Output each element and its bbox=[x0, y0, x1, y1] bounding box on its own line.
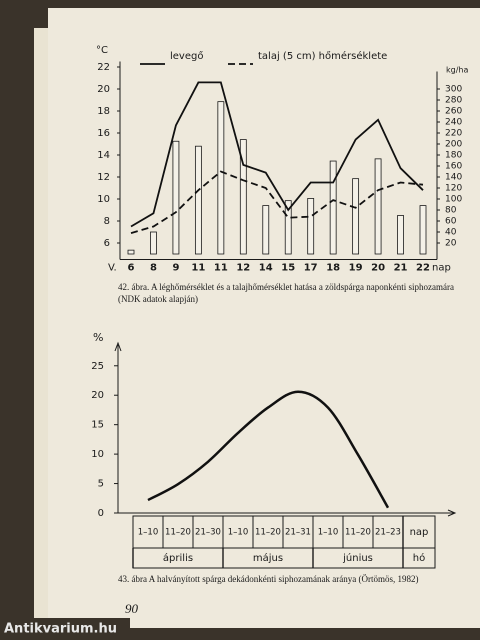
y2-tick-label: 120 bbox=[445, 184, 462, 194]
x-tick-label: 6 bbox=[128, 263, 135, 274]
y2-tick-label: 60 bbox=[445, 217, 457, 227]
x-tick-label: 19 bbox=[349, 263, 363, 274]
y2-tick-label: 160 bbox=[445, 162, 462, 172]
caption-line: (NDK adatok alapján) bbox=[118, 294, 198, 304]
x-tick-label: 15 bbox=[281, 263, 295, 274]
x-tick-label: 11 bbox=[214, 263, 228, 274]
x-tick-label: 1–10 bbox=[318, 528, 338, 538]
x-start-label: V. bbox=[108, 263, 117, 274]
y2-tick-label: 80 bbox=[445, 206, 457, 216]
x-tick-label: 17 bbox=[304, 263, 318, 274]
y-axis-label: % bbox=[93, 331, 103, 344]
x-tick-label: 18 bbox=[326, 263, 340, 274]
y2-axis-label: kg/ha bbox=[446, 66, 468, 75]
watermark: Antikvarium.hu bbox=[4, 622, 117, 637]
month-label: június bbox=[342, 552, 373, 564]
bar bbox=[239, 139, 247, 255]
y-tick-label: 22 bbox=[97, 62, 110, 73]
y2-tick-label: 220 bbox=[445, 129, 462, 139]
y-axis-arrow bbox=[114, 341, 122, 352]
line-series bbox=[130, 170, 424, 234]
y-tick-label: 15 bbox=[91, 420, 104, 431]
caption-line: 43. ábra A halványított spárga dekádonké… bbox=[118, 574, 419, 584]
x-tick-label: 14 bbox=[259, 263, 273, 274]
x-tick-label: 11–20 bbox=[345, 528, 371, 538]
caption-line: 42. ábra. A léghőmérséklet és a talajhőm… bbox=[118, 282, 454, 292]
y2-tick-label: 20 bbox=[445, 239, 457, 249]
x-tick-label: 8 bbox=[150, 263, 157, 274]
row-label: hó bbox=[413, 552, 425, 564]
bar bbox=[307, 198, 315, 255]
x-axis-arrow bbox=[447, 509, 457, 517]
y2-tick-label: 180 bbox=[445, 151, 462, 161]
x-tick-label: 12 bbox=[236, 263, 250, 274]
x-tick-label: 1–10 bbox=[138, 528, 158, 538]
y2-tick-label: 280 bbox=[445, 96, 462, 106]
y2-tick-label: 260 bbox=[445, 107, 462, 117]
y-tick-label: 14 bbox=[97, 150, 110, 161]
caption: 42. ábra. A léghőmérséklet és a talajhőm… bbox=[118, 282, 454, 304]
line-series bbox=[147, 390, 390, 509]
y2-tick-label: 100 bbox=[445, 195, 462, 205]
legend-label: talaj (5 cm) hőmérséklete bbox=[258, 50, 387, 62]
x-tick-label: 9 bbox=[172, 263, 179, 274]
bar bbox=[262, 205, 270, 255]
y-tick-label: 20 bbox=[91, 390, 104, 401]
x-tick-label: 21–23 bbox=[375, 528, 401, 538]
bar bbox=[352, 178, 360, 255]
y2-tick-label: 200 bbox=[445, 140, 462, 150]
x-tick-label: 21–31 bbox=[285, 528, 311, 538]
y-axis-label: °C bbox=[96, 45, 108, 56]
bar bbox=[419, 205, 427, 255]
x-tick-label: 22 bbox=[416, 263, 430, 274]
x-tick-label: 21–30 bbox=[195, 528, 221, 538]
y-tick-label: 5 bbox=[98, 479, 104, 490]
bar bbox=[374, 158, 382, 255]
y-tick-label: 12 bbox=[97, 172, 110, 183]
bar bbox=[150, 231, 157, 255]
page-number: 90 bbox=[125, 601, 139, 616]
x-tick-label: 11–20 bbox=[255, 528, 281, 538]
month-label: április bbox=[163, 552, 193, 564]
watermark-bg bbox=[0, 618, 130, 640]
bar bbox=[217, 101, 225, 255]
row-label: nap bbox=[410, 527, 429, 538]
y2-tick-label: 140 bbox=[445, 173, 462, 183]
y-tick-label: 18 bbox=[97, 106, 110, 117]
legend-label: levegő bbox=[170, 50, 203, 62]
y-tick-label: 16 bbox=[97, 128, 110, 139]
y-tick-label: 20 bbox=[97, 84, 110, 95]
month-label: május bbox=[253, 552, 283, 564]
x-tick-label: 11–20 bbox=[165, 528, 191, 538]
bar bbox=[127, 249, 135, 255]
y-tick-label: 25 bbox=[91, 361, 104, 372]
bar bbox=[397, 215, 404, 255]
bar bbox=[194, 145, 202, 255]
y-tick-label: 10 bbox=[91, 449, 104, 460]
y-tick-label: 6 bbox=[104, 238, 110, 249]
y-tick-label: 0 bbox=[98, 508, 104, 519]
x-tick-label: 21 bbox=[394, 263, 408, 274]
bar bbox=[329, 160, 337, 255]
bar bbox=[284, 200, 292, 255]
x-tick-label: 1–10 bbox=[228, 528, 248, 538]
line-series bbox=[130, 81, 424, 228]
y-tick-label: 10 bbox=[97, 194, 110, 205]
y-tick-label: 8 bbox=[104, 216, 110, 227]
caption: 43. ábra A halványított spárga dekádonké… bbox=[118, 574, 419, 584]
y2-tick-label: 40 bbox=[445, 228, 457, 238]
x-unit-label: nap bbox=[432, 263, 451, 274]
y2-tick-label: 300 bbox=[445, 85, 462, 95]
x-tick-label: 20 bbox=[371, 263, 385, 274]
y2-tick-label: 240 bbox=[445, 118, 462, 128]
x-tick-label: 11 bbox=[191, 263, 205, 274]
bar bbox=[172, 140, 180, 255]
